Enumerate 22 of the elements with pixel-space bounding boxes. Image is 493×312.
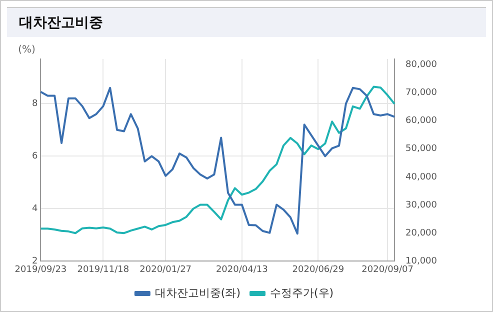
legend-label: 수정주가(우) (270, 286, 334, 300)
y-tick-label: 4 (32, 204, 38, 214)
y2-tick-label: 70,000 (406, 88, 438, 98)
x-tick-label: 2019/09/23 (14, 264, 67, 275)
y2-tick-label: 40,000 (406, 172, 438, 182)
x-tick-label: 2020/09/07 (362, 264, 414, 275)
y2-tick-label: 80,000 (406, 60, 438, 70)
y-tick-label: 2 (32, 256, 38, 267)
y-tick-label: 8 (32, 98, 38, 109)
legend-label: 대차잔고비중(좌) (154, 286, 241, 300)
x-tick-label: 2019/11/18 (77, 264, 130, 275)
y2-tick-label: 30,000 (406, 200, 438, 210)
y-tick-label: 6 (32, 152, 38, 162)
y2-tick-label: 60,000 (406, 116, 438, 126)
y-axis-title: (%) (18, 44, 36, 56)
y2-tick-label: 50,000 (406, 144, 438, 154)
y2-tick-label: 20,000 (406, 228, 438, 238)
chart-title: 대차잔고비중 (18, 14, 103, 32)
x-tick-label: 2020/01/27 (140, 264, 192, 275)
y2-tick-label: 10,000 (406, 256, 438, 267)
x-tick-label: 2020/04/13 (216, 264, 268, 275)
x-tick-label: 2020/06/29 (292, 264, 344, 275)
